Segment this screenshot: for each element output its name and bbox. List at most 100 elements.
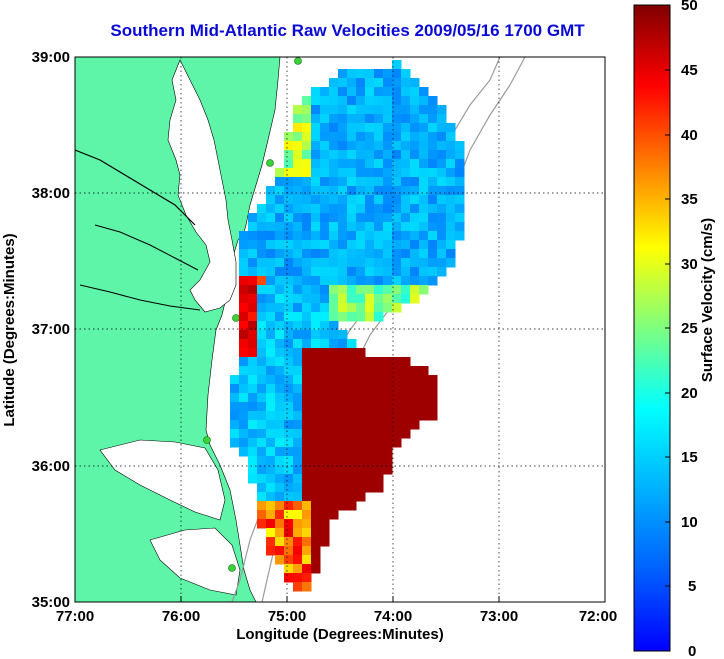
velocity-cell [302, 168, 312, 178]
velocity-cell [284, 240, 294, 250]
velocity-cell [446, 195, 456, 205]
velocity-cell [365, 132, 375, 142]
velocity-cell [392, 303, 402, 313]
velocity-cell [302, 105, 312, 115]
velocity-cell [320, 258, 330, 268]
velocity-cell [239, 438, 249, 448]
plot-frame [74, 56, 606, 603]
velocity-cell [446, 258, 456, 268]
velocity-cell [392, 87, 402, 97]
velocity-cell [338, 78, 348, 88]
velocity-cell [329, 132, 339, 142]
velocity-cell [284, 510, 294, 520]
velocity-cell [455, 213, 465, 223]
velocity-cell [302, 456, 312, 466]
velocity-cell [428, 141, 438, 151]
velocity-cell [401, 393, 411, 403]
velocity-cell [320, 528, 330, 538]
velocity-cell [311, 492, 321, 502]
velocity-cell [311, 384, 321, 394]
velocity-cell [311, 555, 321, 565]
velocity-cell [437, 204, 447, 214]
velocity-cell [329, 204, 339, 214]
velocity-cell [401, 132, 411, 142]
velocity-cell [284, 375, 294, 385]
velocity-cell [329, 285, 339, 295]
velocity-cell [365, 393, 375, 403]
velocity-cell [446, 249, 456, 259]
velocity-cell [347, 474, 357, 484]
velocity-cell [302, 474, 312, 484]
velocity-cell [311, 429, 321, 439]
velocity-cell [401, 78, 411, 88]
velocity-cell [392, 177, 402, 187]
velocity-cell [257, 429, 267, 439]
velocity-cell [266, 465, 276, 475]
velocity-cell [275, 438, 285, 448]
velocity-cell [356, 474, 366, 484]
velocity-cell [302, 357, 312, 367]
velocity-cell [302, 150, 312, 160]
velocity-cell [365, 375, 375, 385]
velocity-cell [347, 447, 357, 457]
velocity-cell [302, 132, 312, 142]
velocity-cell [293, 150, 303, 160]
station-dot [266, 159, 274, 167]
velocity-cell [320, 231, 330, 241]
velocity-cell [338, 456, 348, 466]
velocity-cell [257, 447, 267, 457]
velocity-cell [338, 357, 348, 367]
velocity-cell [302, 546, 312, 556]
velocity-cell [419, 411, 429, 421]
velocity-cell [293, 402, 303, 412]
velocity-cell [248, 339, 258, 349]
velocity-cell [248, 465, 258, 475]
colorbar-tick-label: 5 [688, 578, 696, 595]
velocity-cell [320, 159, 330, 169]
velocity-cell [419, 267, 429, 277]
velocity-cell [374, 402, 384, 412]
velocity-cell [410, 375, 420, 385]
velocity-cell [293, 123, 303, 133]
velocity-cell [365, 420, 375, 430]
velocity-cell [329, 222, 339, 232]
velocity-cell [275, 429, 285, 439]
velocity-cell [401, 294, 411, 304]
velocity-cell [302, 330, 312, 340]
velocity-cell [293, 249, 303, 259]
velocity-cell [329, 411, 339, 421]
velocity-cell [293, 510, 303, 520]
velocity-cell [284, 564, 294, 574]
velocity-cell [284, 357, 294, 367]
velocity-cell [302, 573, 312, 583]
velocity-cell [266, 330, 276, 340]
velocity-cell [275, 276, 285, 286]
velocity-cell [275, 240, 285, 250]
velocity-cell [356, 132, 366, 142]
velocity-cell [257, 348, 267, 358]
velocity-cell [239, 240, 249, 250]
velocity-cell [419, 141, 429, 151]
velocity-cell [329, 492, 339, 502]
velocity-cell [347, 267, 357, 277]
velocity-cell [248, 474, 258, 484]
velocity-cell [257, 402, 267, 412]
velocity-cell [293, 303, 303, 313]
velocity-cell [392, 393, 402, 403]
velocity-cell [419, 276, 429, 286]
velocity-cell [284, 195, 294, 205]
velocity-cell [383, 411, 393, 421]
velocity-cell [383, 213, 393, 223]
velocity-cell [257, 330, 267, 340]
velocity-field [230, 60, 465, 592]
velocity-cell [320, 294, 330, 304]
velocity-cell [320, 123, 330, 133]
velocity-cell [356, 267, 366, 277]
velocity-cell [248, 438, 258, 448]
velocity-cell [374, 123, 384, 133]
velocity-cell [347, 249, 357, 259]
grid-lines [75, 57, 605, 602]
velocity-cell [374, 231, 384, 241]
velocity-cell [311, 132, 321, 142]
velocity-cell [275, 186, 285, 196]
